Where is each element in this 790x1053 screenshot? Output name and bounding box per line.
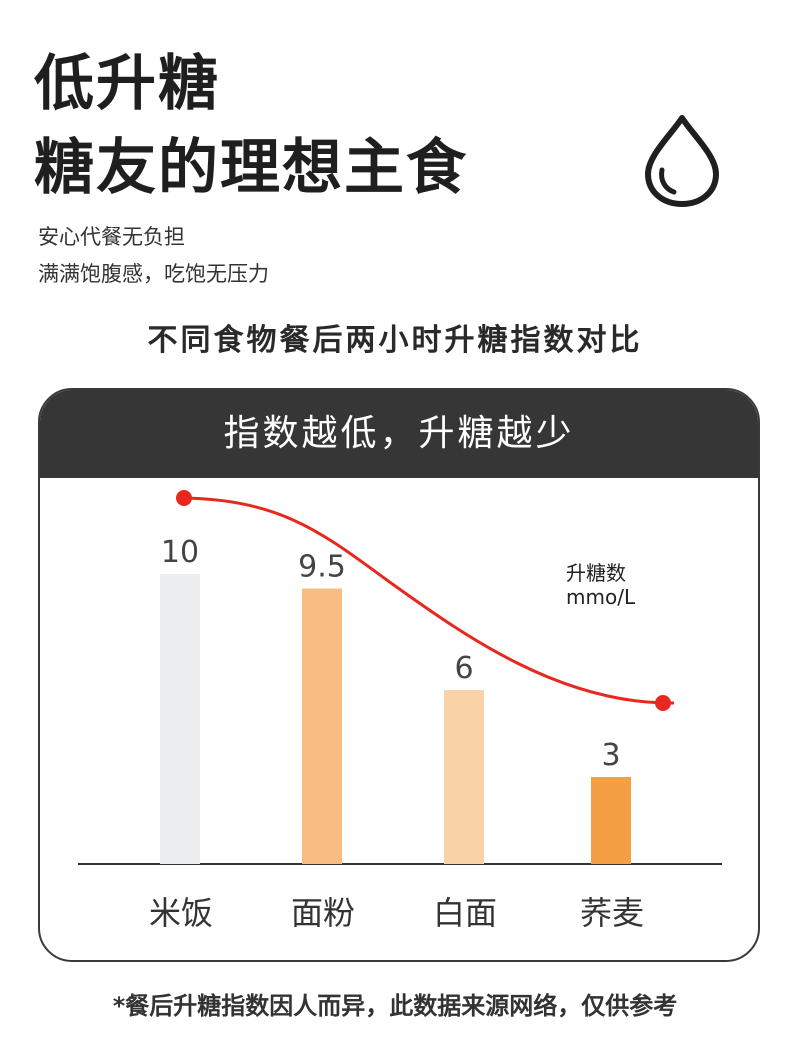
category-label-2: 面粉 [291, 894, 355, 932]
trend-start-dot [176, 490, 192, 506]
data-label-4: 3 [601, 738, 620, 773]
data-label-3: 6 [454, 651, 473, 686]
trend-line [183, 496, 674, 705]
unit-label-line2: mmo/L [566, 585, 636, 609]
bar-2 [302, 588, 342, 864]
data-label-1: 10 [161, 535, 199, 570]
bar-4 [591, 777, 631, 864]
data-label-2: 9.5 [298, 550, 346, 585]
chart-card: 指数越低，升糖越少 10 米饭 9.5 面粉 6 白面 3 荞麦 升糖数 mmo/L [38, 388, 760, 962]
unit-label-line1: 升糖数 [566, 561, 626, 585]
card-header: 指数越低，升糖越少 [40, 390, 758, 478]
subtitle-line1: 安心代餐无负担 [38, 225, 185, 249]
headline-line2: 糖友的理想主食 [34, 133, 468, 203]
footnote: *餐后升糖指数因人而异，此数据来源网络，仅供参考 [112, 992, 678, 1020]
trend-end-dot [655, 695, 671, 711]
category-label-3: 白面 [433, 894, 497, 932]
bar-1 [160, 574, 200, 864]
category-label-1: 米饭 [149, 894, 213, 932]
subtitle-line2: 满满饱腹感，吃饱无压力 [38, 262, 269, 286]
bar-3 [444, 690, 484, 864]
category-label-4: 荞麦 [580, 894, 644, 932]
water-drop-icon [645, 115, 719, 207]
section-heading: 不同食物餐后两小时升糖指数对比 [147, 323, 643, 358]
headline-line1: 低升糖 [34, 49, 220, 119]
